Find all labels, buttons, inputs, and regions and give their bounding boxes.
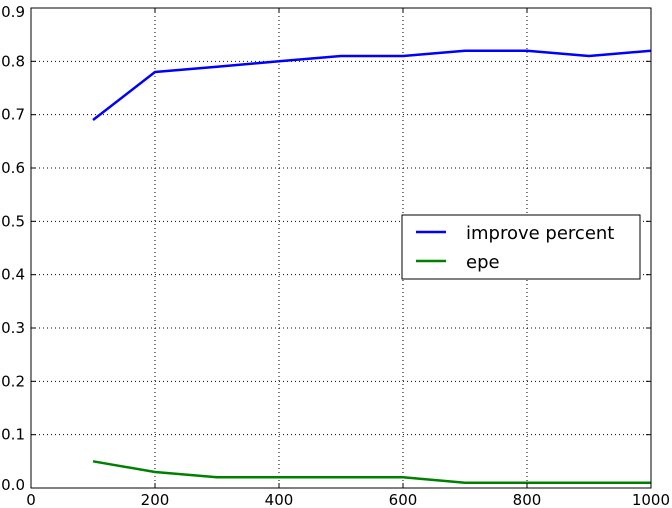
series-line-epe bbox=[92, 460, 651, 484]
y-tick-label: 0.2 bbox=[1, 372, 25, 390]
x-tick-label: 600 bbox=[389, 491, 418, 508]
y-tick-label: 0.1 bbox=[1, 426, 25, 444]
legend-label-epe: epe bbox=[466, 252, 500, 273]
x-tick-label: 800 bbox=[513, 491, 542, 508]
y-tick-label: 0.4 bbox=[1, 266, 25, 284]
series-line-improve-percent bbox=[92, 49, 652, 121]
legend-label-improve-percent: improve percent bbox=[466, 223, 614, 244]
plot-frame bbox=[30, 7, 652, 489]
series-layer bbox=[92, 49, 652, 484]
y-tick-label: 0.3 bbox=[1, 319, 25, 337]
y-tick-label: 0.5 bbox=[1, 212, 25, 230]
tick-layer: 0 200 400 600 800 1000 0.0 0.1 0.2 0.3 0.4 0.5 0.6 0.… bbox=[1, 3, 670, 508]
x-tick-label: 400 bbox=[265, 491, 294, 508]
x-tick-label: 1000 bbox=[632, 491, 670, 508]
y-tick-label: 0.0 bbox=[1, 476, 25, 494]
y-tick-label: 0.9 bbox=[1, 3, 25, 21]
legend: improve percent epe bbox=[401, 214, 641, 280]
legend-box bbox=[401, 214, 641, 280]
x-tick-label: 200 bbox=[141, 491, 170, 508]
y-tick-label: 0.7 bbox=[1, 106, 25, 124]
y-tick-label: 0.8 bbox=[1, 52, 25, 70]
y-tick-label: 0.6 bbox=[1, 159, 25, 177]
x-tick-label: 0 bbox=[26, 491, 36, 508]
